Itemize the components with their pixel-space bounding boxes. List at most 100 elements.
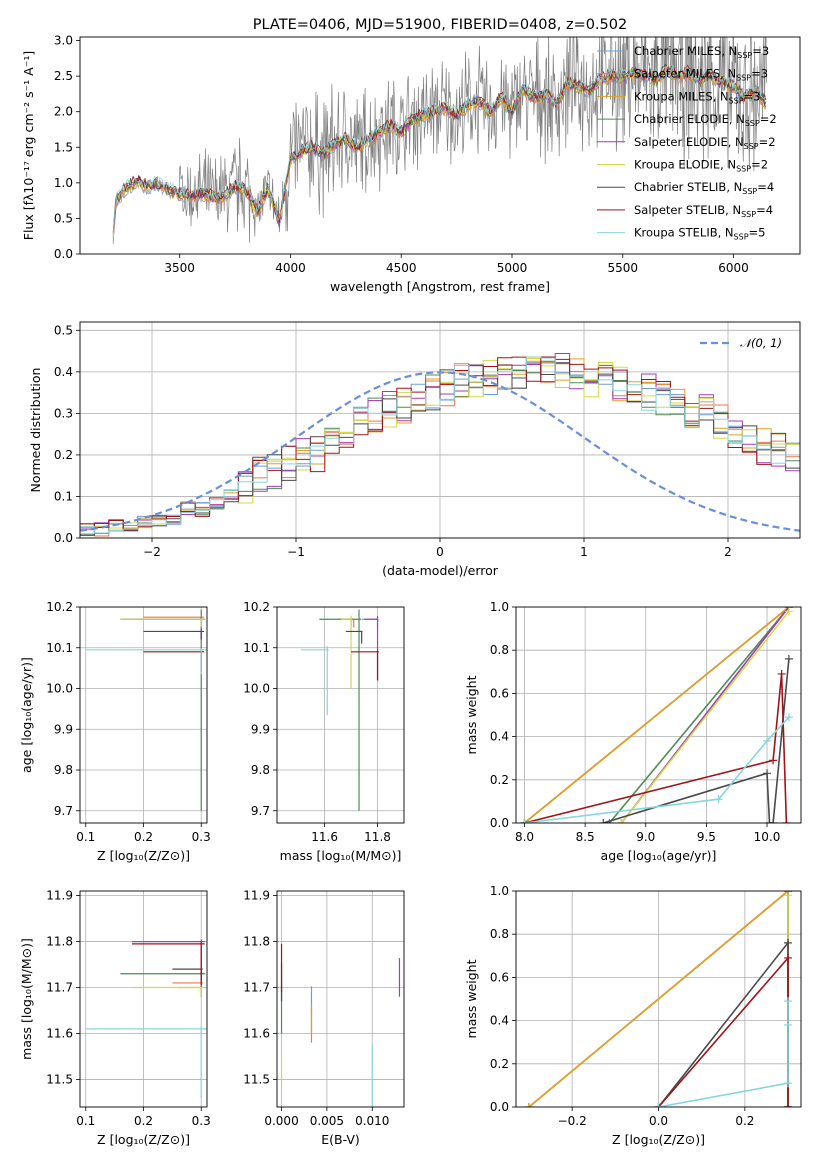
- y-tick-label: 0.4: [54, 365, 73, 379]
- legend-entry-chabrier-stelib: Chabrier STELIB, NSSP=4: [634, 180, 774, 196]
- point-salpeter-elodie: [131, 618, 205, 640]
- x-tick-label: −1: [287, 545, 305, 559]
- x-axis-label: Z [log₁₀(Z/Z⊙)]: [612, 1132, 705, 1147]
- plot-area: [277, 891, 404, 1107]
- point-kroupa-elodie: [340, 615, 352, 689]
- y-tick-label: 0.2: [490, 1057, 509, 1071]
- series-line: [608, 607, 790, 823]
- point-chabrier-stelib: [345, 630, 363, 644]
- point-kroupa-stelib: [300, 646, 329, 715]
- axes-frame: [515, 606, 802, 824]
- axes-frame: [276, 606, 405, 824]
- grid: [516, 607, 801, 823]
- y-tick-label: 0.4: [490, 1014, 509, 1028]
- series-marker: [524, 1103, 533, 1107]
- point-kroupa-miles: [131, 618, 205, 632]
- x-axis-label: mass [log₁₀(M/M⊙)]: [280, 848, 402, 863]
- point-chabrier-miles: [131, 940, 205, 951]
- plot-area: [277, 607, 404, 823]
- point-chabrier-elodie: [120, 972, 206, 997]
- series-line: [658, 1001, 789, 1107]
- y-tick-label: 0.8: [490, 927, 509, 941]
- plot-area: [112, 37, 767, 244]
- grid: [80, 607, 207, 823]
- y-tick-label: 11.8: [243, 935, 270, 949]
- y-tick-label: 9.9: [54, 722, 73, 736]
- y-tick-label: 11.5: [243, 1072, 270, 1086]
- legend-entry-kroupa-miles: Kroupa MILES, NSSP=3: [634, 89, 760, 105]
- plot-area: [516, 607, 801, 823]
- x-tick-label: 0.3: [192, 830, 211, 844]
- y-tick-label: 1.0: [490, 600, 509, 614]
- y-tick-label: 11.6: [243, 1026, 270, 1040]
- y-tick-label: 0.1: [54, 489, 73, 503]
- y-tick-label: 11.7: [243, 981, 270, 995]
- y-tick-label: 0.0: [54, 531, 73, 545]
- legend-sub: SSP: [744, 142, 759, 151]
- series-marker: [763, 736, 772, 745]
- panel-residuals: −2 −1 0 1 2 0.0 0.1 0.2 0.3 0.4 0.5 (data-model)/er…: [28, 321, 801, 578]
- x-axis-label: age [log₁₀(age/yr)]: [601, 848, 717, 863]
- series-marker: [769, 756, 778, 765]
- point-salpeter-elodie: [364, 616, 379, 681]
- x-tick-label: 5500: [607, 261, 638, 275]
- y-tick-label: 10.1: [243, 641, 270, 655]
- y-tick-label: 0.0: [490, 816, 509, 830]
- y-axis-label: Normed distribution: [28, 368, 43, 493]
- series-marker: [784, 891, 793, 900]
- series-marker: [784, 953, 793, 962]
- axes-frame: [79, 890, 208, 1108]
- point-chabrier-elodie: [319, 609, 362, 811]
- point-chabrier-elodie: [120, 609, 206, 811]
- x-tick-label: 8.0: [515, 830, 534, 844]
- y-tick-label: 10.0: [46, 682, 73, 696]
- legend-suffix: =5: [749, 226, 766, 240]
- panel-age-vs-mass: 11.6 11.8 9.7 9.8 9.9 10.0 10.1 10.2 mass [log₁₀…: [243, 600, 405, 863]
- point-salpeter-stelib: [351, 650, 379, 681]
- grid: [277, 607, 404, 823]
- y-axis-label: age [log₁₀(age/yr)]: [19, 657, 34, 773]
- series-line: [523, 607, 790, 823]
- legend-text: Kroupa ELODIE, N: [634, 158, 736, 172]
- legend-suffix: =4: [757, 180, 774, 194]
- histogram-salpeter-stelib: [80, 356, 800, 531]
- histogram-chabrier-stelib: [80, 362, 800, 536]
- series-marker: [769, 819, 778, 823]
- x-tick-label: 9.5: [697, 830, 716, 844]
- model-spectrum-salpeter-miles: [112, 66, 767, 242]
- series-marker: [784, 938, 793, 947]
- legend-text: Salpeter STELIB, N: [634, 203, 741, 217]
- legend-sub: SSP: [734, 233, 749, 242]
- series-marker: [654, 1103, 663, 1107]
- legend-sub: SSP: [741, 210, 756, 219]
- panel-massweight-vs-age: 8.0 8.5 9.0 9.5 10.0 0.0 0.2 0.4 0.6 0.8 1.0 age [l…: [464, 600, 802, 863]
- y-tick-label: 9.8: [54, 763, 73, 777]
- legend-sub: SSP: [736, 74, 751, 83]
- point-kroupa-miles: [340, 618, 352, 628]
- y-tick-label: 1.0: [54, 176, 73, 190]
- series-line: [620, 610, 790, 823]
- legend-text: Chabrier MILES, N: [634, 44, 737, 58]
- legend-sub: SSP: [729, 96, 744, 105]
- grid: [80, 891, 207, 1107]
- legend-suffix: =3: [744, 89, 761, 103]
- point-chabrier-stelib: [143, 630, 205, 640]
- plot-area: [80, 891, 207, 1107]
- legend-sub: SSP: [745, 119, 760, 128]
- x-tick-label: 0: [436, 545, 444, 559]
- y-tick-label: 0.5: [54, 211, 73, 225]
- series-marker: [782, 819, 791, 823]
- y-tick-label: 1.0: [490, 884, 509, 898]
- x-tick-label: 0.2: [735, 1114, 754, 1128]
- model-spectrum-kroupa-stelib: [112, 65, 767, 236]
- legend-suffix: =2: [760, 112, 777, 126]
- series-marker: [784, 1020, 793, 1029]
- x-axis-label: E(B-V): [321, 1132, 360, 1147]
- series-line: [528, 891, 789, 1107]
- x-tick-label: 5000: [497, 261, 528, 275]
- series-marker: [784, 713, 793, 722]
- y-tick-label: 9.7: [251, 804, 270, 818]
- legend-entry-chabrier-miles: Chabrier MILES, NSSP=3: [634, 44, 769, 60]
- y-tick-label: 0.5: [54, 323, 73, 337]
